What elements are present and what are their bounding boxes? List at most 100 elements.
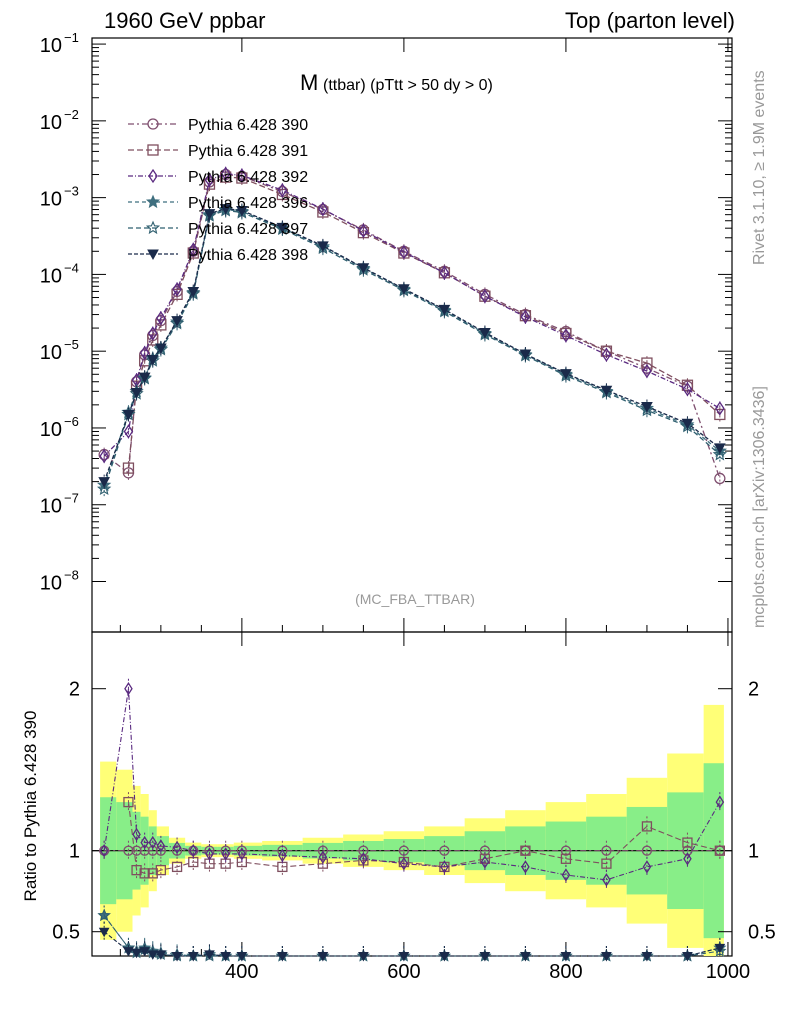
y-tick-label: 10 — [40, 112, 62, 134]
y-tick-label: 10 — [40, 265, 62, 287]
ratio-data-point — [237, 847, 247, 861]
y-tick-exponent: −5 — [64, 337, 79, 352]
legend-label: Pythia 6.428 392 — [188, 169, 308, 186]
ratio-data-point — [440, 860, 449, 874]
ratio-data-point — [148, 835, 158, 850]
legend-label: Pythia 6.428 397 — [188, 221, 308, 238]
y-tick-label: 10 — [40, 573, 62, 595]
legend-label: Pythia 6.428 398 — [188, 247, 308, 264]
ratio-series-group — [97, 678, 727, 962]
y-tick-label: 10 — [40, 496, 62, 518]
legend-item: Pythia 6.428 390 — [128, 117, 308, 134]
y-tick-label: 10 — [40, 419, 62, 441]
ratio-uncertainty-bands — [100, 704, 724, 956]
ratio-data-point — [124, 681, 133, 696]
ratio-data-point — [683, 852, 692, 866]
main-series-line — [127, 176, 721, 469]
y-tick-exponent: −8 — [64, 568, 79, 583]
x-tick-label: 800 — [549, 961, 582, 983]
x-tick-label: 400 — [225, 961, 258, 983]
ratio-tick-label: 1 — [69, 841, 80, 863]
ratio-data-point — [204, 950, 215, 960]
ratio-data-point — [156, 839, 166, 853]
ratio-y-axis-label: Ratio to Pythia 6.428 390 — [21, 711, 40, 902]
ratio-data-point — [123, 947, 134, 957]
y-tick-exponent: −1 — [64, 30, 79, 45]
y-tick-label: 10 — [40, 189, 62, 211]
ratio-data-point — [99, 843, 109, 858]
main-data-point — [172, 282, 182, 297]
ratio-data-point — [715, 795, 725, 809]
ratio-data-point — [641, 821, 653, 832]
main-data-point — [99, 448, 109, 464]
ratio-data-point — [317, 858, 329, 869]
ratio-data-point — [131, 845, 142, 856]
legend-marker — [147, 144, 159, 156]
ratio-series — [98, 921, 726, 962]
main-data-point — [171, 316, 183, 327]
legend-label: Pythia 6.428 390 — [188, 117, 308, 134]
main-data-point — [715, 401, 725, 416]
main-data-point — [682, 382, 693, 397]
main-data-point — [138, 372, 151, 384]
ratio-data-point — [480, 855, 490, 869]
main-data-point — [219, 204, 232, 215]
main-data-point — [155, 343, 167, 355]
main-data-point — [122, 462, 135, 474]
plot-title-sub: (ttbar) (pTtt > 50 dy > 0) — [323, 77, 493, 94]
legend-item: Pythia 6.428 397 — [128, 220, 308, 238]
ratio-data-point — [601, 858, 612, 869]
ratio-data-point — [97, 908, 111, 922]
main-data-point — [98, 477, 111, 488]
ratio-data-point — [221, 847, 230, 861]
main-data-point — [357, 263, 370, 274]
main-data-point — [171, 288, 183, 300]
main-data-point — [641, 357, 653, 369]
main-data-point — [188, 242, 199, 257]
ratio-data-point — [641, 845, 653, 856]
main-data-point — [276, 188, 289, 201]
ratio-data-point — [278, 848, 287, 863]
main-data-point — [237, 168, 247, 183]
main-data-point — [147, 326, 158, 341]
ratio-data-point — [155, 845, 167, 856]
ratio-data-point — [155, 864, 167, 876]
ratio-series — [123, 792, 725, 884]
legend-marker — [147, 249, 159, 261]
x-tick-label: 600 — [387, 961, 420, 983]
ratio-data-point — [147, 868, 158, 879]
ratio-data-point — [205, 847, 214, 861]
main-data-point — [97, 481, 112, 496]
ratio-data-point — [171, 952, 183, 962]
main-data-point — [236, 205, 248, 217]
main-data-point — [187, 286, 200, 298]
ratio-data-point — [682, 837, 693, 848]
ratio-data-point — [131, 948, 142, 959]
ratio-series-line — [103, 688, 721, 881]
ratio-data-point — [399, 856, 409, 871]
main-series — [99, 166, 725, 464]
ratio-data-point — [439, 845, 450, 856]
ratio-data-point — [560, 853, 572, 864]
main-series — [98, 167, 726, 486]
ratio-data-point — [601, 952, 612, 962]
main-data-point — [479, 328, 491, 339]
main-data-point — [156, 310, 166, 326]
y-tick-exponent: −3 — [64, 184, 79, 199]
main-data-point — [277, 183, 288, 198]
ratio-data-point — [98, 927, 110, 938]
main-data-point — [520, 309, 531, 325]
ratio-data-point — [139, 947, 151, 957]
ratio-data-point — [236, 952, 248, 962]
y-tick-exponent: −6 — [64, 414, 79, 429]
ratio-data-point — [139, 868, 150, 879]
main-data-point — [358, 223, 369, 238]
ratio-series-line — [127, 802, 720, 874]
legend-item: Pythia 6.428 392 — [128, 168, 308, 186]
ratio-series — [99, 678, 725, 890]
ratio-data-point — [155, 950, 167, 960]
ratio-tick-label: 0.5 — [52, 922, 80, 944]
ratio-data-point — [358, 952, 369, 962]
ratio-data-point — [520, 952, 531, 962]
